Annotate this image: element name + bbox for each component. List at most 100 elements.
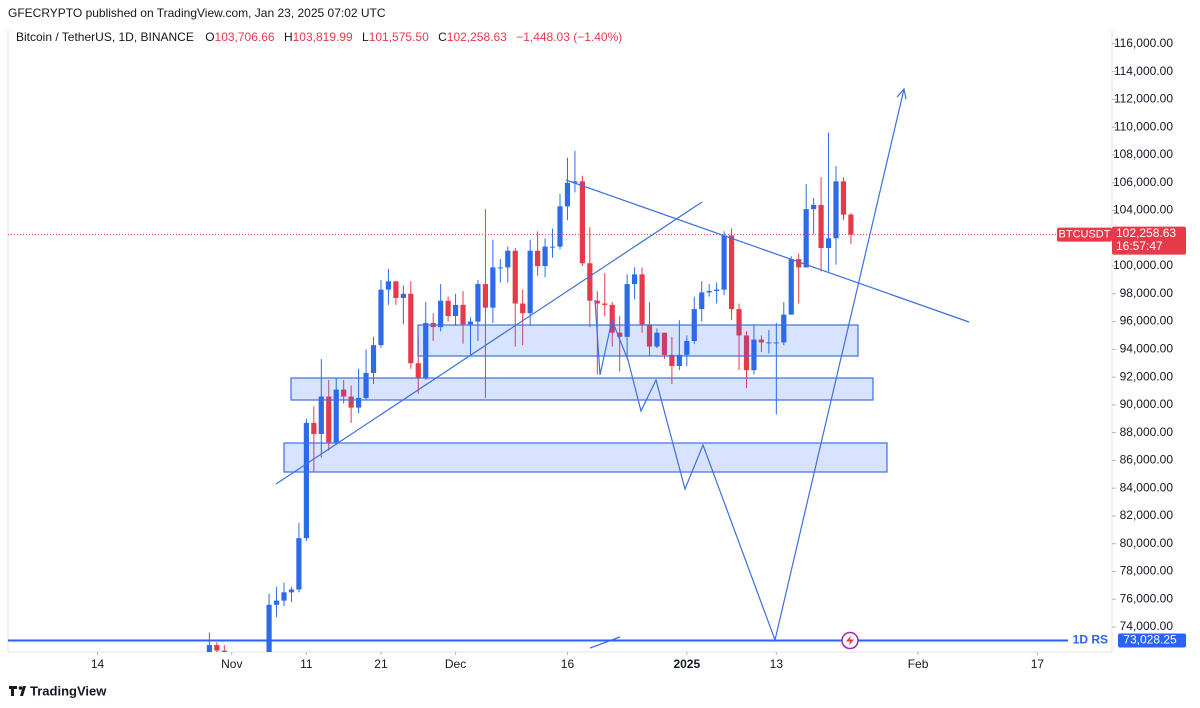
ohlc-value: 103,819.99 bbox=[293, 30, 353, 44]
published-line: GFECRYPTO published on TradingView.com, … bbox=[8, 6, 386, 20]
candle-body bbox=[803, 209, 809, 268]
x-tick-label: Nov bbox=[221, 657, 242, 671]
candle-body bbox=[594, 300, 600, 304]
candle-body bbox=[818, 204, 824, 248]
candle-body bbox=[505, 250, 511, 268]
y-tick-label: 98,000.00 bbox=[1120, 286, 1174, 300]
x-tick-label: 17 bbox=[1031, 657, 1045, 671]
y-tick-label: 104,000.00 bbox=[1113, 203, 1173, 217]
y-tick-label: 92,000.00 bbox=[1120, 369, 1174, 383]
y-tick-label: 116,000.00 bbox=[1114, 36, 1173, 50]
trend-line bbox=[589, 636, 621, 649]
candle-body bbox=[631, 274, 638, 285]
y-tick-label: 76,000.00 bbox=[1120, 591, 1174, 605]
candle-body bbox=[273, 600, 280, 605]
y-tick-label: 84,000.00 bbox=[1120, 480, 1174, 494]
y-tick-label: 100,000.00 bbox=[1113, 258, 1173, 272]
candle-body bbox=[259, 691, 264, 708]
candle-body bbox=[833, 181, 839, 239]
candle-body bbox=[796, 259, 802, 268]
candle-body bbox=[654, 332, 660, 347]
candle-body bbox=[303, 422, 309, 539]
symbol-tag-box bbox=[1057, 227, 1112, 242]
x-tick-label: Feb bbox=[908, 657, 929, 671]
candle-body bbox=[743, 335, 750, 371]
candle-body bbox=[609, 304, 615, 333]
y-tick-label: 90,000.00 bbox=[1120, 397, 1174, 411]
candle-body bbox=[452, 304, 459, 317]
candle-body bbox=[438, 300, 444, 328]
candle-body bbox=[400, 293, 406, 298]
y-tick-label: 112,000.00 bbox=[1114, 92, 1173, 106]
event-icon-bolt bbox=[846, 635, 854, 646]
trend-line bbox=[565, 179, 970, 323]
candle-body bbox=[676, 354, 682, 366]
projection-path bbox=[594, 88, 905, 643]
symbol-tag: BTCUSDT bbox=[1059, 229, 1111, 241]
symbol: Bitcoin / TetherUS, 1D, BINANCE bbox=[16, 30, 194, 44]
rs-tag-box bbox=[1118, 633, 1186, 648]
y-tick-label: 82,000.00 bbox=[1120, 508, 1174, 522]
candle-body bbox=[393, 281, 399, 298]
ohlc-value: 101,575.50 bbox=[369, 30, 429, 44]
candle-body bbox=[549, 246, 556, 248]
candle-body bbox=[475, 284, 481, 322]
candle-body bbox=[214, 645, 220, 651]
candle-body bbox=[355, 397, 362, 408]
candle-body bbox=[229, 680, 234, 690]
candle-body bbox=[221, 650, 227, 652]
candle-body bbox=[825, 238, 832, 248]
candle-body bbox=[460, 304, 466, 325]
y-tick-label: 94,000.00 bbox=[1120, 342, 1174, 356]
candle-body bbox=[684, 341, 690, 355]
y-tick-label: 106,000.00 bbox=[1113, 175, 1173, 189]
change: −1,448.03 (−1.40%) bbox=[516, 30, 622, 44]
candle-body bbox=[363, 372, 369, 398]
candle-body bbox=[244, 692, 249, 700]
x-tick-label: 16 bbox=[561, 657, 575, 671]
candle-body bbox=[669, 354, 675, 366]
candle-body bbox=[646, 324, 653, 347]
rs-name: 1D RS bbox=[1073, 633, 1108, 647]
zone-box bbox=[290, 377, 874, 401]
candle-body bbox=[266, 604, 272, 652]
candle-body bbox=[736, 309, 742, 336]
candle-body bbox=[497, 267, 503, 269]
candle-body bbox=[639, 274, 645, 325]
ohlc-value: 103,706.66 bbox=[215, 30, 275, 44]
brand-logo: TradingView bbox=[9, 683, 107, 698]
candle-body bbox=[564, 182, 571, 207]
candle-body bbox=[728, 235, 735, 310]
candle-body bbox=[520, 303, 526, 314]
y-tick-label: 108,000.00 bbox=[1113, 147, 1173, 161]
brand: TradingView bbox=[30, 683, 107, 698]
candle-body bbox=[535, 250, 541, 267]
candle-body bbox=[624, 284, 630, 337]
candle-body bbox=[661, 332, 668, 355]
candle-body bbox=[341, 389, 347, 397]
candle-body bbox=[348, 396, 354, 408]
candle-body bbox=[699, 292, 705, 310]
candle-body bbox=[848, 214, 854, 235]
ohlc-key: O bbox=[205, 30, 214, 44]
candle-body bbox=[326, 396, 332, 443]
candle-body bbox=[781, 314, 787, 343]
y-tick-label: 80,000.00 bbox=[1120, 536, 1174, 550]
ohlc-value: 102,258.63 bbox=[447, 30, 507, 44]
x-tick-label: 14 bbox=[91, 657, 105, 671]
candle-body bbox=[385, 281, 392, 290]
candle-body bbox=[840, 181, 847, 215]
zone-box bbox=[283, 442, 888, 473]
candle-body bbox=[714, 289, 720, 292]
candle-body bbox=[311, 422, 317, 435]
y-tick-label: 114,000.00 bbox=[1114, 64, 1173, 78]
candle-body bbox=[617, 332, 623, 337]
candle-body bbox=[706, 291, 712, 293]
candle-body bbox=[378, 289, 384, 346]
y-tick-label: 74,000.00 bbox=[1120, 619, 1174, 633]
candle-body bbox=[252, 701, 257, 708]
candle-body bbox=[482, 284, 489, 308]
price-tag-box bbox=[1112, 226, 1186, 255]
